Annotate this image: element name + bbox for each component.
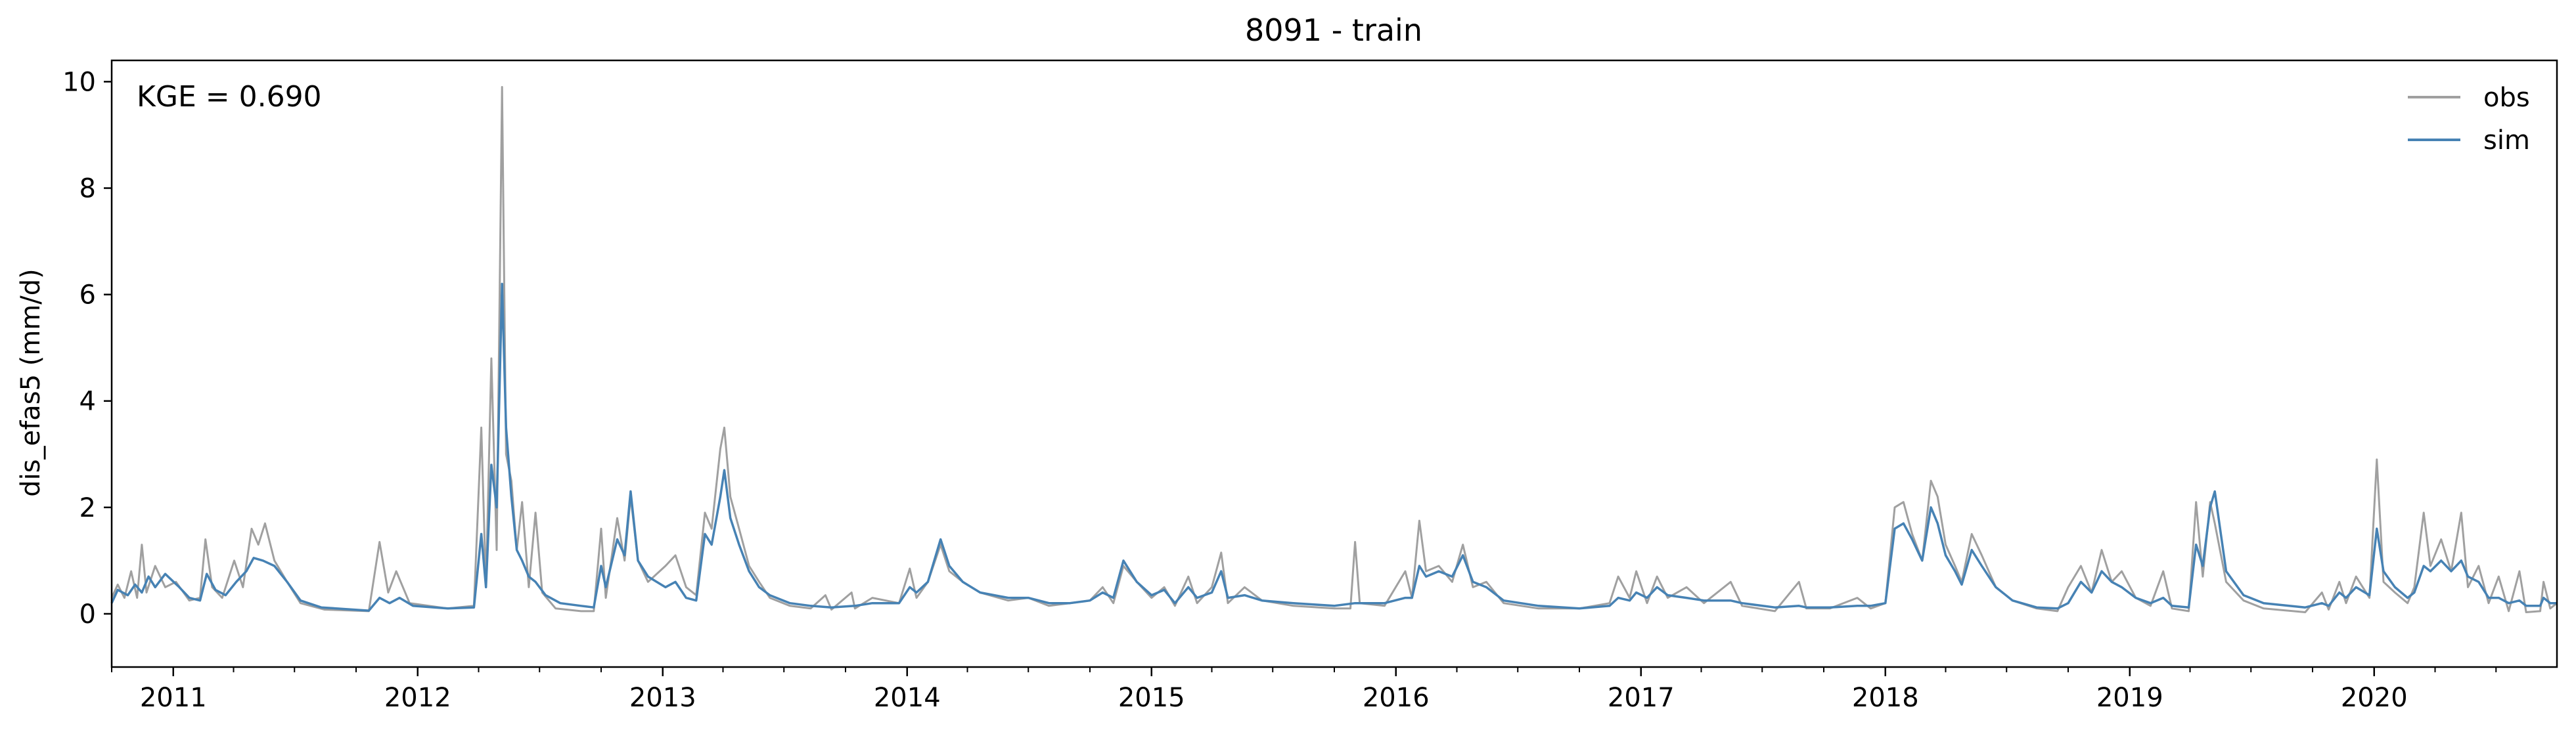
kge-annotation: KGE = 0.690 [137,80,322,114]
y-tick-label: 4 [79,387,96,417]
y-axis-ticks: 0 2 4 6 8 10 [62,67,112,630]
x-tick-label: 2013 [629,683,696,713]
legend-sim-label: sim [2483,125,2530,156]
y-tick-label: 10 [62,67,96,97]
y-tick-label: 6 [79,280,96,311]
legend-obs-label: obs [2483,83,2530,113]
chart-title: 8091 - train [1245,12,1422,48]
x-tick-label: 2015 [1118,683,1185,713]
x-tick-label: 2012 [384,683,451,713]
y-tick-label: 0 [79,599,96,630]
x-tick-label: 2018 [1852,683,1919,713]
x-tick-label: 2020 [2341,683,2408,713]
legend: obs sim [2408,83,2530,156]
x-tick-label: 2017 [1608,683,1675,713]
x-axis-ticks: 2011 2012 2013 2014 2015 2016 2017 2018 2019 2020 [111,667,2497,713]
y-axis-label: dis_efas5 (mm/d) [16,269,46,497]
series-sim-line [110,282,2557,612]
y-tick-label: 8 [79,174,96,204]
axes-frame [110,59,2558,668]
x-tick-label: 2011 [140,683,207,713]
y-tick-label: 2 [79,493,96,523]
x-tick-label: 2019 [2096,683,2163,713]
plot-area [110,86,2558,613]
x-tick-label: 2014 [874,683,941,713]
x-tick-label: 2016 [1363,683,1430,713]
